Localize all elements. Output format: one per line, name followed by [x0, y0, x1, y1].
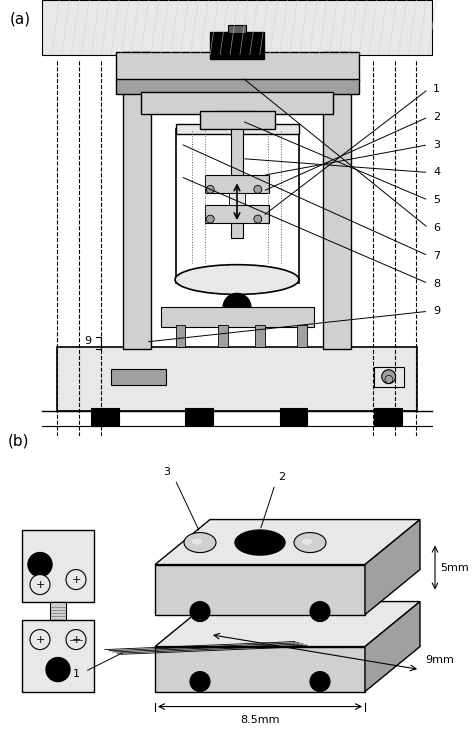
Bar	[155, 565, 365, 614]
Circle shape	[254, 186, 262, 193]
Circle shape	[30, 629, 50, 650]
Polygon shape	[155, 602, 420, 647]
Bar	[231, 129, 243, 238]
Bar	[374, 408, 401, 426]
Circle shape	[223, 293, 251, 321]
Text: 8: 8	[433, 278, 440, 289]
Bar	[175, 325, 185, 347]
Circle shape	[66, 569, 86, 590]
Bar	[22, 529, 94, 602]
Text: 9: 9	[433, 306, 440, 317]
Ellipse shape	[302, 538, 312, 544]
Circle shape	[190, 672, 210, 692]
Bar	[91, 408, 119, 426]
Ellipse shape	[184, 532, 216, 553]
Bar	[50, 602, 66, 620]
Text: 5mm: 5mm	[440, 562, 469, 572]
Bar	[280, 408, 307, 426]
Bar	[111, 368, 165, 384]
Circle shape	[206, 186, 214, 193]
Ellipse shape	[235, 530, 285, 555]
Bar	[161, 308, 314, 327]
Circle shape	[382, 370, 396, 384]
Bar	[42, 0, 432, 55]
Ellipse shape	[175, 265, 299, 295]
Polygon shape	[155, 520, 420, 565]
Bar	[175, 124, 300, 134]
Bar	[116, 79, 359, 94]
Text: 7: 7	[433, 250, 440, 261]
Bar	[175, 129, 300, 283]
Text: 2: 2	[278, 472, 285, 481]
Text: 9: 9	[84, 336, 91, 346]
Text: 2: 2	[433, 112, 440, 122]
Bar	[201, 111, 274, 129]
Ellipse shape	[192, 538, 202, 544]
Bar	[205, 205, 269, 223]
Bar	[56, 347, 418, 411]
Circle shape	[46, 657, 70, 681]
Bar	[218, 111, 256, 129]
Polygon shape	[365, 520, 420, 614]
Circle shape	[206, 215, 214, 223]
Circle shape	[310, 602, 330, 622]
Text: +: +	[71, 575, 81, 584]
Bar	[123, 52, 151, 349]
Bar	[185, 408, 213, 426]
Circle shape	[190, 602, 210, 622]
Ellipse shape	[294, 532, 326, 553]
Text: +: +	[35, 635, 45, 644]
Circle shape	[30, 575, 50, 595]
Bar	[116, 52, 359, 81]
Text: 9mm: 9mm	[425, 654, 454, 665]
Circle shape	[66, 629, 86, 650]
Text: 1: 1	[433, 84, 440, 94]
Bar	[228, 25, 246, 32]
Text: (a): (a)	[10, 12, 31, 27]
Text: +: +	[71, 635, 81, 644]
Bar	[323, 52, 351, 349]
Circle shape	[28, 553, 52, 577]
Text: 3: 3	[163, 466, 170, 477]
Text: 5: 5	[433, 196, 440, 205]
Bar	[298, 325, 307, 347]
Bar	[210, 32, 264, 59]
Bar	[229, 193, 245, 205]
Bar	[374, 367, 403, 387]
Text: 3: 3	[433, 140, 440, 150]
Bar	[218, 325, 228, 347]
Text: ○: ○	[384, 374, 393, 384]
Bar	[155, 647, 365, 692]
Bar	[255, 325, 265, 347]
Bar	[22, 620, 94, 692]
Text: +: +	[35, 580, 45, 590]
Bar	[141, 92, 333, 114]
Text: (b): (b)	[8, 434, 29, 448]
Polygon shape	[365, 602, 420, 692]
Text: 6: 6	[433, 223, 440, 233]
Circle shape	[254, 215, 262, 223]
Text: 1: 1	[73, 669, 80, 678]
Text: 8.5mm: 8.5mm	[240, 714, 280, 725]
Bar	[205, 175, 269, 193]
Text: 4: 4	[433, 168, 440, 177]
Circle shape	[310, 672, 330, 692]
